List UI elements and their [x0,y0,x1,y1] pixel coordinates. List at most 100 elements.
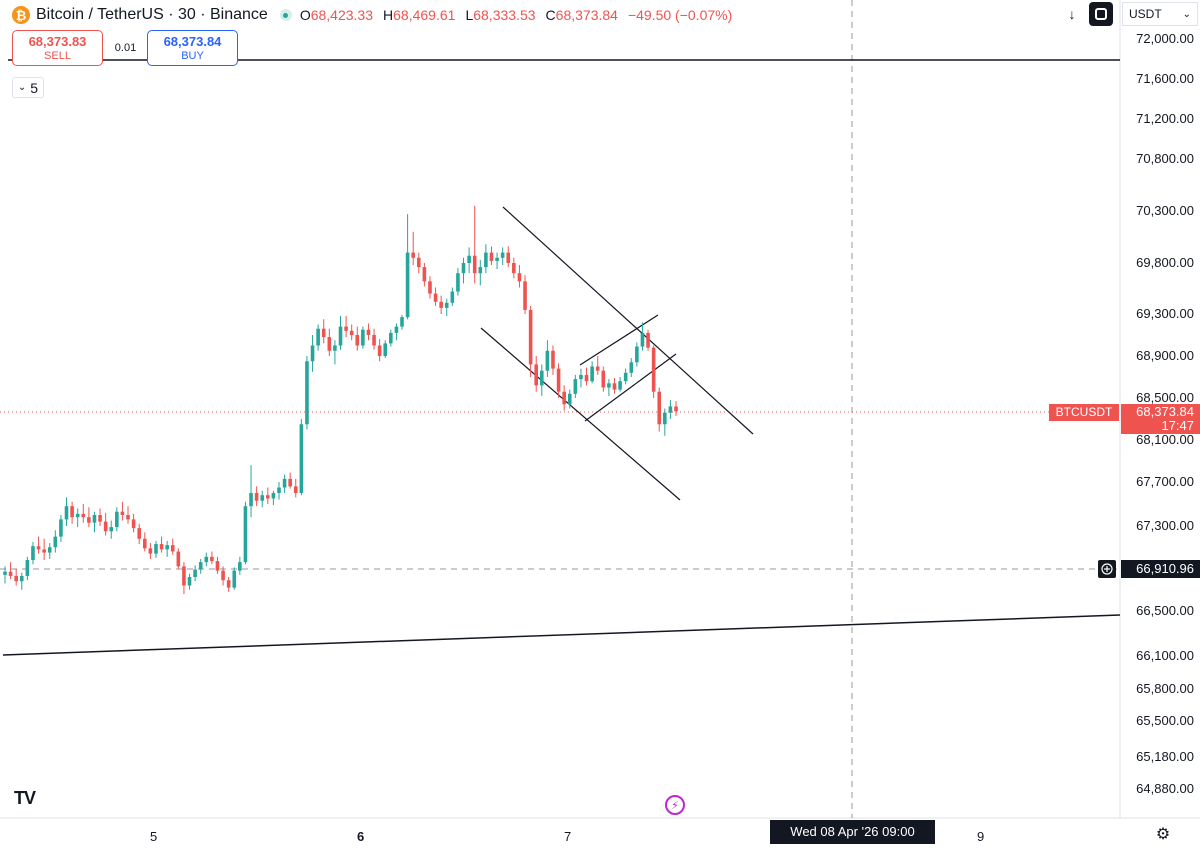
candle-body [467,255,471,263]
candle-body [433,293,438,302]
candle-body [489,252,494,261]
price-axis-tick: 68,900.00 [1136,348,1194,363]
price-axis-tick: 70,300.00 [1136,203,1194,218]
indicators-collapse-button[interactable]: ⌄ 5 [12,77,44,98]
price-axis-tick: 66,100.00 [1136,648,1194,663]
channel-upper-line[interactable] [502,206,754,435]
candle-body [573,379,578,394]
candle-body [579,374,583,380]
price-axis-tick: 67,300.00 [1136,518,1194,533]
candle-body [562,391,566,405]
candle-body [607,383,611,388]
add-alert-plus-icon[interactable] [1098,560,1116,578]
candle-body [349,330,354,335]
candle-body [215,561,220,571]
candle-body [361,329,365,346]
candle-body [115,511,119,528]
candle-body [8,571,13,576]
candle-body [142,538,147,549]
candle-body [260,495,265,501]
candle-body [327,337,332,351]
candle-body [372,335,376,346]
candle-body [92,515,97,523]
candle-body [528,309,533,365]
candle-body [243,506,248,563]
price-axis-tick: 71,600.00 [1136,71,1194,86]
symbol-title[interactable]: Bitcoin / TetherUS · 30 · Binance [36,6,268,23]
tradingview-logo[interactable]: TV [14,788,36,808]
gear-icon[interactable]: ⚙ [1155,826,1171,843]
candle-body [344,326,348,331]
candle-body [618,381,622,390]
candle-body [646,332,650,348]
candle-body [271,493,276,499]
trend-line-support[interactable] [2,614,1121,656]
candle-body [232,570,237,588]
time-axis-tick: 7 [564,829,572,844]
candle-body [266,495,270,499]
candle-body [623,372,628,382]
candle-body [612,383,617,390]
flag-upper-line[interactable] [579,314,659,366]
candle-body [567,393,572,405]
candle-body [36,546,41,550]
time-axis-tick: 9 [977,829,985,844]
candle-body [545,350,550,371]
price-axis-tick: 68,500.00 [1136,390,1194,405]
download-icon[interactable]: ↓ [1068,6,1076,22]
candle-body [389,332,393,344]
candle-body [500,252,505,258]
crosshair-time-label: Wed 08 Apr '26 09:00 [770,820,935,844]
last-price-label: 68,373.84 17:47 [1121,404,1200,434]
candle-body [517,273,522,282]
candle-body [282,478,287,488]
candle-body [193,569,197,577]
candle-body [131,519,136,529]
candle-body [472,255,477,274]
price-axis-tick: 72,000.00 [1136,31,1194,46]
candle-body [277,487,281,493]
flag-lower-line[interactable] [584,353,677,422]
candle-body [42,549,46,553]
ohlc-low: L68,333.53 [465,7,536,23]
price-axis-tick: 67,700.00 [1136,474,1194,489]
candle-body [428,281,432,294]
channel-lower-line[interactable] [480,327,681,501]
price-axis-tick: 71,200.00 [1136,111,1194,126]
candle-body [400,317,404,327]
candle-body [176,551,181,567]
candle-body [210,556,214,562]
candle-body [411,252,415,258]
buy-button[interactable]: 68,373.84 BUY [147,30,238,66]
currency-label: USDT [1129,7,1162,21]
candle-body [321,328,326,338]
price-axis-tick: 65,800.00 [1136,681,1194,696]
ohlc-high: H68,469.61 [383,7,456,23]
candle-body [59,519,63,537]
crosshair-price-label: 66,910.96 [1121,560,1200,578]
candle-body [75,513,80,518]
candle-body [98,515,102,522]
lightning-icon[interactable]: ⚡ [665,795,685,815]
currency-select[interactable]: USDT ⌄ [1122,2,1198,26]
price-axis-tick: 64,880.00 [1136,781,1194,796]
candle-body [333,345,337,351]
candle-body [629,362,634,373]
candle-body [595,366,600,371]
candle-body [170,545,175,552]
sell-price: 68,373.83 [28,34,87,49]
candle-body [238,562,242,571]
candle-body [299,424,304,493]
candle-body [540,370,544,386]
symbol-legend[interactable]: ₿ Bitcoin / TetherUS · 30 · Binance O68,… [12,4,742,26]
candle-body [226,580,231,588]
chevron-down-icon: ⌄ [1182,8,1191,20]
sell-button[interactable]: 68,373.83 SELL [12,30,103,66]
candle-body [293,486,298,493]
spread-value: 0.01 [114,42,137,54]
time-axis-tick: 5 [150,829,158,844]
fullscreen-icon[interactable] [1089,2,1113,26]
candle-body [204,556,209,563]
